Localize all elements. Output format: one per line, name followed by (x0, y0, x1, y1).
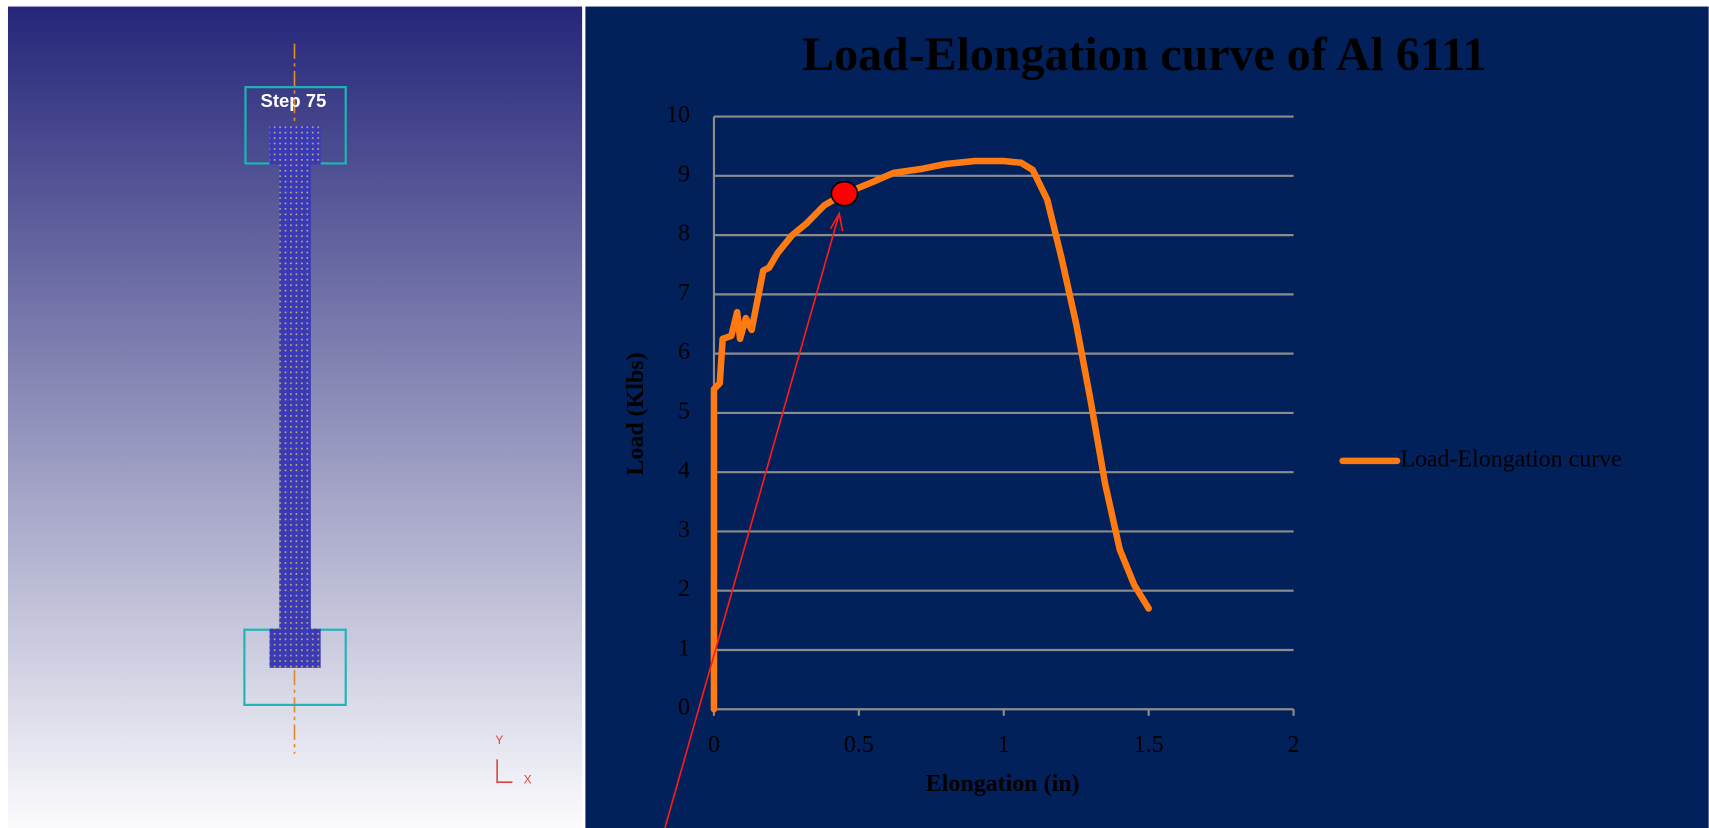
highlight-point (831, 182, 857, 206)
x-tick-label: 2 (1288, 732, 1300, 758)
y-tick-label: 7 (678, 280, 690, 306)
x-axis-title: Elongation (in) (926, 771, 1080, 797)
chart-title: Load-Elongation curve of Al 6111 (802, 28, 1486, 81)
x-tick-label: 1 (998, 732, 1010, 758)
chart-panel (585, 7, 1708, 828)
specimen-head (269, 125, 320, 164)
y-tick-label: 0 (678, 695, 690, 721)
y-axis-title: Load (Klbs) (623, 352, 649, 475)
y-tick-label: 8 (678, 221, 690, 247)
x-tick-label: 1.5 (1134, 732, 1164, 758)
y-tick-label: 1 (678, 635, 690, 661)
axis-x-label: X (524, 772, 532, 786)
y-tick-label: 2 (678, 576, 690, 602)
y-tick-label: 6 (678, 339, 690, 365)
y-tick-label: 9 (678, 161, 690, 187)
y-tick-label: 4 (678, 458, 690, 484)
specimen-shaft (279, 163, 311, 629)
y-tick-label: 5 (678, 398, 690, 424)
specimen-head (269, 629, 320, 668)
step-label: Step 75 (260, 90, 326, 111)
axis-y-label: Y (495, 733, 503, 747)
page: Step 75 Y X Load-Elongation curve of Al … (0, 0, 1709, 828)
x-tick-label: 0 (708, 732, 720, 758)
screen: Step 75 Y X Load-Elongation curve of Al … (0, 0, 1709, 828)
y-tick-label: 3 (678, 517, 690, 543)
x-tick-label: 0.5 (844, 732, 874, 758)
y-tick-label: 10 (666, 102, 690, 128)
legend-label: Load-Elongation curve (1400, 446, 1622, 472)
